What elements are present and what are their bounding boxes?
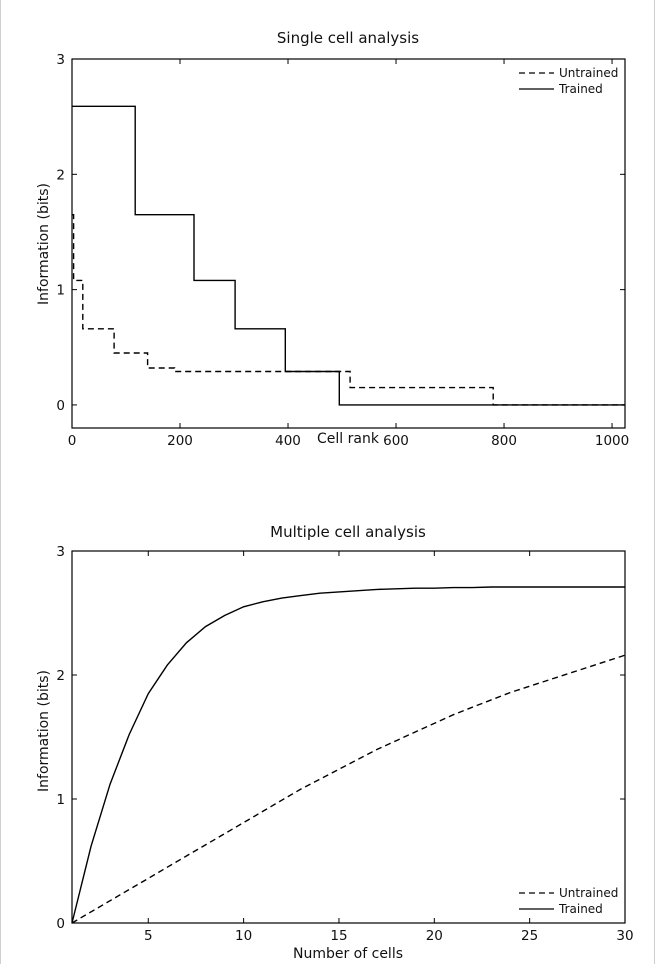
y-tick-label: 0 — [56, 398, 65, 414]
y-tick-label: 1 — [56, 283, 65, 299]
x-tick-label: 0 — [68, 433, 77, 449]
x-tick-label: 1000 — [595, 433, 629, 449]
plot-frame — [71, 550, 626, 924]
y-tick-label: 2 — [56, 668, 65, 684]
x-tick-label: 5 — [144, 928, 153, 944]
x-tick-label: 400 — [275, 433, 301, 449]
chart-multiple-cell: Multiple cell analysis Number of cells I… — [36, 523, 634, 962]
series-line-trained — [71, 586, 625, 924]
series-line-trained — [72, 105, 625, 406]
legend-label: Trained — [558, 82, 603, 96]
x-tick-label: 20 — [426, 928, 443, 944]
x-tick-label: 30 — [616, 928, 633, 944]
chart-title: Single cell analysis — [277, 29, 419, 47]
x-tick-label: 600 — [383, 433, 409, 449]
y-tick-label: 3 — [56, 544, 65, 560]
x-tick-label: 800 — [491, 433, 517, 449]
x-axis-label: Cell rank — [317, 431, 380, 447]
x-tick-label: 15 — [330, 928, 347, 944]
x-tick-label: 25 — [521, 928, 538, 944]
series-line-untrained — [72, 213, 625, 406]
y-tick-label: 1 — [56, 792, 65, 808]
y-axis-label: Information (bits) — [36, 670, 52, 792]
plot-frame — [71, 58, 626, 429]
series-line-untrained — [71, 654, 626, 924]
legend-label: Trained — [558, 902, 603, 916]
x-axis-label: Number of cells — [293, 946, 403, 962]
y-tick-label: 3 — [56, 52, 65, 68]
x-tick-label: 10 — [235, 928, 252, 944]
y-tick-label: 0 — [56, 916, 65, 932]
legend-label: Untrained — [559, 886, 618, 900]
y-axis-label: Information (bits) — [36, 183, 52, 305]
chart-single-cell: Single cell analysis Cell rank Informati… — [36, 29, 629, 449]
x-tick-label: 200 — [167, 433, 193, 449]
legend: Untrained Trained — [519, 886, 618, 916]
legend-label: Untrained — [559, 66, 618, 80]
legend: Untrained Trained — [519, 66, 618, 96]
y-tick-label: 2 — [56, 167, 65, 183]
chart-title: Multiple cell analysis — [270, 523, 426, 541]
plot-area: 5 10 15 20 25 30 0 1 2 3 — [56, 544, 633, 944]
plot-area: 0 200 400 600 800 1000 0 1 2 3 — [56, 52, 629, 449]
